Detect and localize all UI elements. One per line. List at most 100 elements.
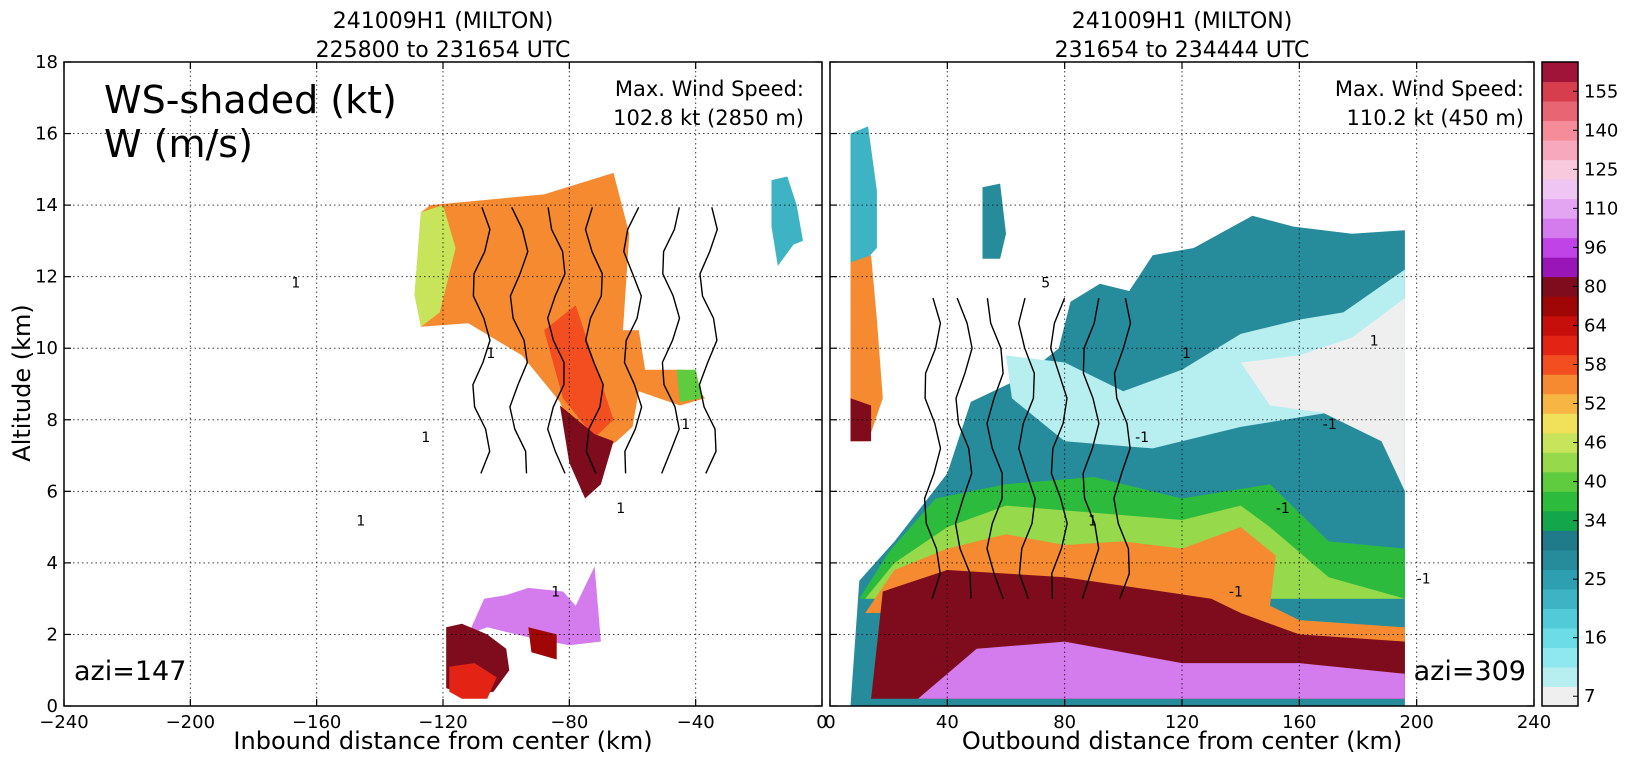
contour-value-label: 5 — [1041, 275, 1050, 291]
contours — [472, 206, 719, 474]
x-tick-label: −80 — [550, 712, 588, 733]
colorbar-frame — [1541, 61, 1579, 707]
colorbar-tick-label: 64 — [1584, 315, 1607, 336]
wind-region-11 — [982, 183, 1006, 259]
colorbar-tick-label: 46 — [1584, 433, 1607, 454]
contour-value-label: -1 — [1229, 585, 1243, 601]
right-x-axis-label: Outbound distance from center (km) — [962, 727, 1402, 755]
contour-value-label: 1 — [1370, 333, 1379, 349]
y-tick-label: 18 — [35, 52, 58, 73]
x-tick-label: −240 — [39, 712, 88, 733]
colorbar-swatch — [1542, 471, 1578, 492]
colorbar-swatch — [1542, 647, 1578, 668]
colorbar-swatch — [1542, 452, 1578, 473]
wind-region-7 — [1240, 298, 1405, 492]
right-max-wind-label: Max. Wind Speed: — [1335, 77, 1524, 101]
x-tick-label: −160 — [292, 712, 341, 733]
colorbar-swatch — [1542, 666, 1578, 687]
contour-line — [954, 297, 973, 599]
contour-value-label: -1 — [1276, 501, 1290, 517]
colorbar-tick-label: 7 — [1584, 686, 1595, 707]
colorbar-swatch — [1542, 413, 1578, 434]
y-tick-label: 12 — [35, 267, 58, 288]
contour-value-label: 1 — [681, 417, 690, 433]
colorbar-swatch — [1542, 432, 1578, 453]
colorbar-tick-label: 58 — [1584, 354, 1607, 375]
colorbar-swatch — [1542, 686, 1578, 707]
wind-region-2 — [676, 369, 702, 402]
y-tick-label: 10 — [35, 338, 58, 359]
colorbar-tick-label: 40 — [1584, 472, 1607, 493]
left-azimuth-label: azi=147 — [74, 656, 186, 687]
colorbar-swatch — [1542, 179, 1578, 200]
colorbar-swatch — [1542, 198, 1578, 219]
wind-region-10 — [850, 398, 872, 442]
shading-label: WS-shaded (kt) — [104, 78, 397, 122]
contour-value-label: 1 — [356, 514, 365, 530]
colorbar-swatch — [1542, 101, 1578, 122]
contour-label: W (m/s) — [104, 122, 253, 166]
colorbar-swatch — [1542, 257, 1578, 278]
colorbar-swatch — [1542, 62, 1578, 83]
colorbar-swatch — [1542, 140, 1578, 161]
contour-line — [1081, 297, 1100, 599]
x-tick-label: 240 — [1517, 712, 1551, 733]
grid — [830, 62, 1534, 706]
x-tick-label: −120 — [418, 712, 467, 733]
colorbar-swatch — [1542, 354, 1578, 375]
colorbar-swatch — [1542, 159, 1578, 180]
wind-region-8 — [528, 627, 557, 660]
x-tick-label: −200 — [166, 712, 215, 733]
x-tick-label: 160 — [1282, 712, 1316, 733]
colorbar-tick-label: 125 — [1584, 159, 1618, 180]
colorbar-tick-label: 140 — [1584, 120, 1618, 141]
left-title-line2: 225800 to 231654 UTC — [316, 38, 571, 63]
wind-region-8 — [850, 126, 877, 277]
colorbar-swatch — [1542, 296, 1578, 317]
colorbar-swatch — [1542, 218, 1578, 239]
contour-line — [546, 207, 566, 474]
wind-region-3 — [544, 305, 614, 438]
colorbar-swatch — [1542, 569, 1578, 590]
left-panel: −240 −200 −160 −120 −80 −40 0 0 2 4 6 8 10 12 14 16 18 1 1… — [35, 52, 828, 733]
colorbar-tick-label: 16 — [1584, 628, 1607, 649]
wind-region-7 — [449, 663, 497, 699]
left-max-wind-value: 102.8 kt (2850 m) — [613, 106, 804, 130]
colorbar-swatch — [1542, 315, 1578, 336]
contour-line — [923, 297, 942, 599]
wind-region-0 — [414, 172, 706, 456]
contour-line — [623, 206, 643, 474]
contour-line — [698, 207, 719, 474]
colorbar-tick-label: 155 — [1584, 81, 1618, 102]
colorbar-swatch — [1542, 491, 1578, 512]
y-tick-label: 4 — [47, 553, 58, 574]
x-tick-label: 40 — [936, 712, 959, 733]
contour-line — [661, 207, 681, 474]
contour-line — [472, 207, 491, 474]
right-azimuth-label: azi=309 — [1414, 656, 1526, 687]
colorbar-swatch — [1542, 549, 1578, 570]
y-tick-label: 14 — [35, 195, 58, 216]
colorbar-swatch — [1542, 120, 1578, 141]
right-max-wind-value: 110.2 kt (450 m) — [1347, 106, 1524, 130]
y-tick-label: 16 — [35, 124, 58, 145]
grid — [64, 62, 822, 706]
contour-value-label: -1 — [1135, 430, 1149, 446]
contour-value-label: 1 — [421, 430, 430, 446]
left-max-wind-label: Max. Wind Speed: — [615, 77, 804, 101]
colorbar-swatch — [1542, 510, 1578, 531]
right-title-line1: 241009H1 (MILTON) — [1072, 9, 1293, 34]
wind-region-5 — [468, 566, 601, 646]
contour-value-label: 1 — [616, 501, 625, 517]
contour-value-label: 1 — [551, 585, 560, 601]
contour-line — [986, 298, 1004, 599]
contour-line — [509, 206, 529, 474]
colorbar-swatch — [1542, 393, 1578, 414]
colorbar-tick-label: 80 — [1584, 276, 1607, 297]
colorbar-swatch — [1542, 530, 1578, 551]
colorbar-swatch — [1542, 588, 1578, 609]
colorbar-swatch — [1542, 276, 1578, 297]
y-tick-label: 6 — [47, 481, 58, 502]
colorbar-swatch — [1542, 81, 1578, 102]
